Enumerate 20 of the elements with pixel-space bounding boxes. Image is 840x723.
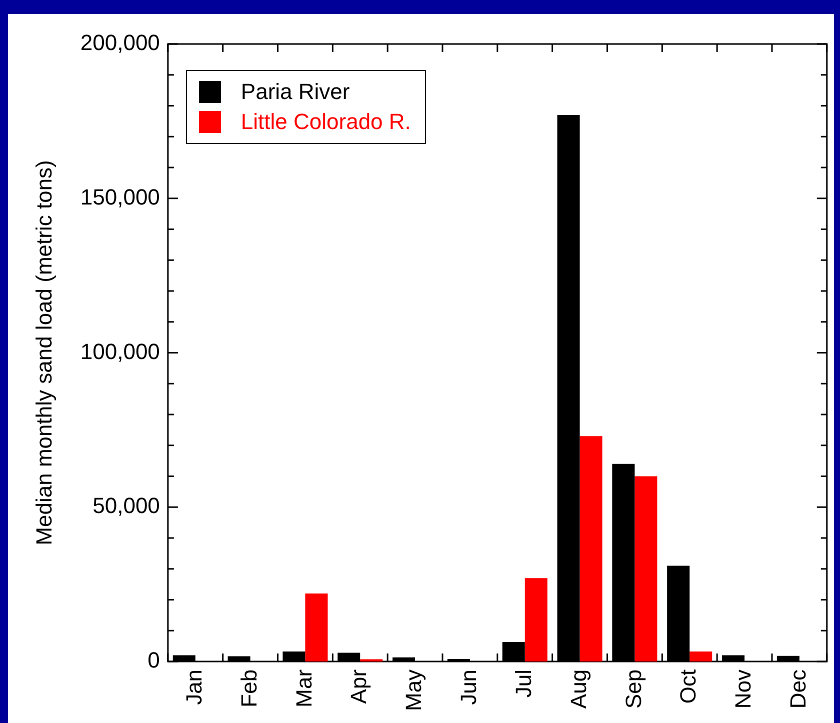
x-tick-label: Jun bbox=[456, 669, 482, 705]
y-axis-title: Median monthly sand load (metric tons) bbox=[31, 160, 56, 546]
legend-label: Little Colorado R. bbox=[240, 108, 411, 136]
y-tick-label: 100,000 bbox=[80, 338, 160, 364]
y-tick-label: 150,000 bbox=[80, 184, 160, 210]
x-tick-label: Apr bbox=[346, 669, 372, 704]
x-tick-label: May bbox=[401, 669, 426, 711]
y-tick-label: 0 bbox=[148, 648, 160, 672]
x-tick-label: Oct bbox=[676, 669, 701, 704]
x-tick-label: Feb bbox=[236, 669, 262, 708]
y-tick-label: 200,000 bbox=[80, 30, 160, 56]
x-tick-label: Aug bbox=[566, 669, 591, 709]
x-tick-label: Sep bbox=[620, 669, 646, 709]
y-tick-label: 50,000 bbox=[92, 493, 160, 518]
x-tick-label: Jul bbox=[510, 669, 536, 698]
x-tick-label: Dec bbox=[785, 669, 810, 709]
x-tick-label: Mar bbox=[291, 669, 316, 708]
x-tick-label: Nov bbox=[730, 669, 756, 709]
legend-label: Paria River bbox=[240, 78, 350, 106]
x-tick-label: Jan bbox=[181, 669, 206, 705]
